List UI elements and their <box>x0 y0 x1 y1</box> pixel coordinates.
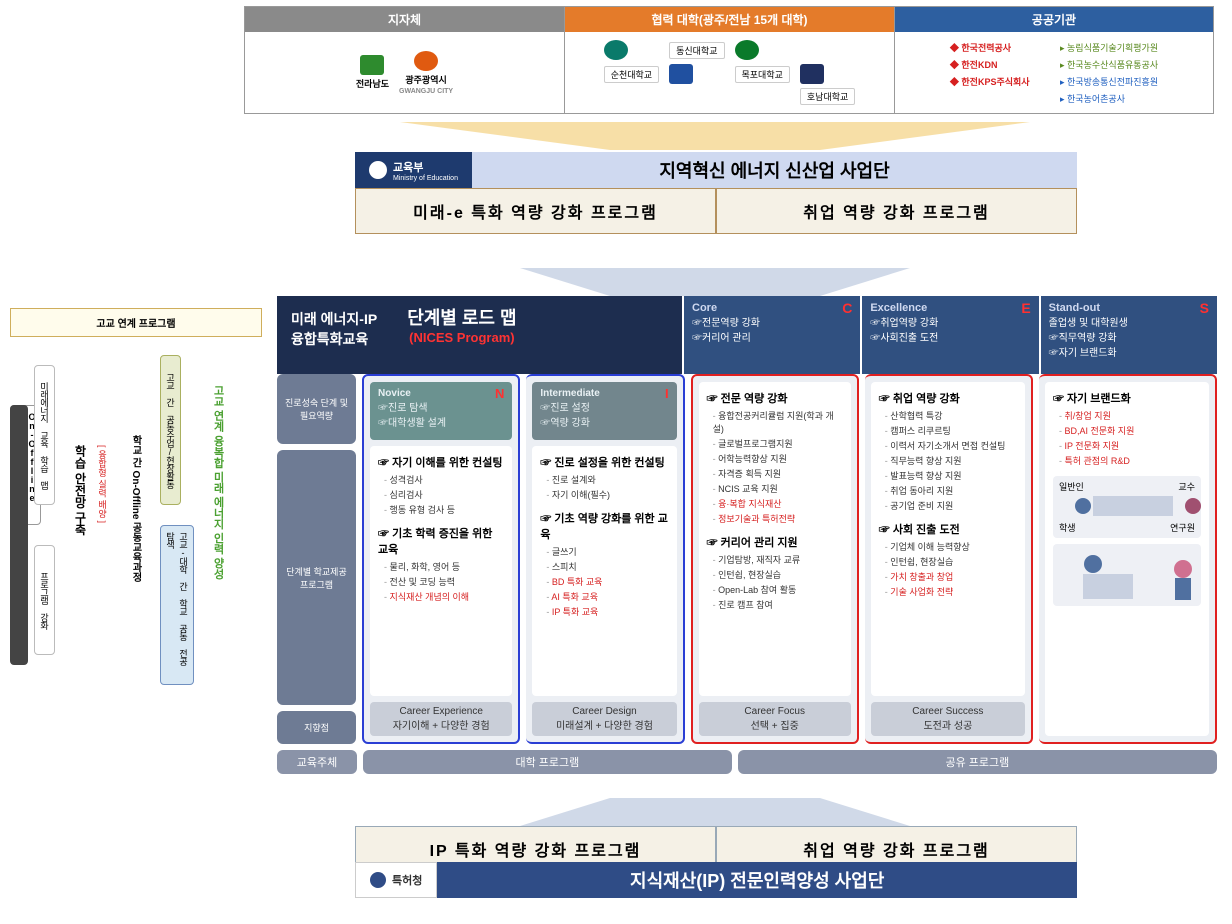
ministry-top-bar: 교육부Ministry of Education 지역혁신 에너지 신산업 사업… <box>355 152 1077 188</box>
prog-top-2: 취업 역량 강화 프로그램 <box>716 188 1077 234</box>
partner-hdr-public: 공공기관 <box>895 7 1213 32</box>
ces-excellence: EExcellence☞취업역량 강화☞사회진출 도전 <box>860 296 1038 374</box>
pub-grid: ◆ 한국전력공사 ▸ 농림식품기술기획평가원 ◆ 한전KDN ▸ 한국농수산식품… <box>950 41 1158 105</box>
ministry-bot-title: 지식재산(IP) 전문인력양성 사업단 <box>437 862 1077 898</box>
partner-hdr-local: 지자체 <box>245 7 564 32</box>
left-highschool-block: 고교 연계 프로그램 On-Offline 학습 플랫폼 제공 미래에너지 교육… <box>10 308 262 725</box>
left-g1: 고교 간 공동수업/현장활동 <box>160 355 181 505</box>
roadmap-header-dark: 미래 에너지-IP 융합특화교육 단계별 로드 맵 (NICES Program… <box>277 296 682 374</box>
stage-intermediate: IIntermediate☞진로 설정☞역량 강화 ☞ 진로 설정을 위한 컨설… <box>526 374 684 744</box>
roadmap: 미래 에너지-IP 융합특화교육 단계별 로드 맵 (NICES Program… <box>277 296 1217 796</box>
left-header: 고교 연계 프로그램 <box>10 308 262 337</box>
stage-standout: ☞ 자기 브랜드화 취/창업 지원BD,AI 전문화 지원IP 전문화 지원특허… <box>1039 374 1217 744</box>
chip-3: 지향점 <box>277 711 356 744</box>
two-prog-top: 미래-e 특화 역량 강화 프로그램 취업 역량 강화 프로그램 <box>355 188 1077 234</box>
funnel-up-icon <box>400 798 1030 826</box>
logo-jeonnam: 전라남도 <box>356 55 389 90</box>
ces-core: CCore☞전문역량 강화☞커리어 관리 <box>682 296 860 374</box>
roadmap-bottom-row: 교육주체 대학 프로그램 공유 프로그램 <box>277 750 1217 774</box>
left-grayband <box>10 405 28 665</box>
partners-row: 지자체 전라남도 광주광역시GWANGJU CITY 협력 대학(광주/전남 1… <box>244 6 1214 114</box>
left-center-title: 학습 안전망 구축 <box>72 445 89 536</box>
logo-gwangju: 광주광역시GWANGJU CITY <box>399 51 453 95</box>
ces-standout: SStand-out졸업생 및 대학원생☞직무역량 강화☞자기 브랜드화 <box>1039 296 1217 374</box>
left-band1: 학교 간 On-Offline 공동교육과정 <box>128 435 143 582</box>
moe-tag: 교육부Ministry of Education <box>355 152 472 188</box>
left-v3: 프로그램 강화 <box>34 545 55 655</box>
funnel-down-icon <box>400 268 1030 296</box>
stage-core: ☞ 전문 역량 강화 융합전공커리큘럼 지원(학과 개설)글로벌프로그램지원어학… <box>691 374 859 744</box>
stage-excellence: ☞ 취업 역량 강화 산학협력 특강캠퍼스 리쿠르팅이력서 자기소개서 면접 컨… <box>865 374 1033 744</box>
left-green-vertical: 고교 연계 융복합 미래 에너지 인력 양성 <box>210 385 226 685</box>
uni-grid: 동신대학교 순천대학교 목포대학교 호남대학교 <box>604 40 856 105</box>
illustration-1: 일반인 교수 학생 연구원 <box>1053 476 1201 538</box>
kipo-tag: 특허청 <box>355 862 437 898</box>
stage-novice: NNovice☞진로 탐색☞대학생활 설계 ☞ 자기 이해를 위한 컨설팅 성격… <box>362 374 520 744</box>
left-g2: 고교-대학 간 학교 공동 전공 탐색 <box>160 525 194 685</box>
left-center-sub: [ 융합형 실력 배양 ] <box>96 445 109 523</box>
roadmap-left-chips: 진로성숙 단계 및 필요역량 단계별 학교제공 프로그램 지향점 <box>277 374 356 744</box>
chip-1: 진로성숙 단계 및 필요역량 <box>277 374 356 444</box>
ministry-bot-bar: 특허청 지식재산(IP) 전문인력양성 사업단 <box>355 862 1077 898</box>
ces-row: CCore☞전문역량 강화☞커리어 관리 EExcellence☞취업역량 강화… <box>682 296 1217 374</box>
bot-label: 교육주체 <box>277 750 357 774</box>
bot-seg2: 공유 프로그램 <box>738 750 1217 774</box>
chip-2: 단계별 학교제공 프로그램 <box>277 450 356 705</box>
bot-seg1: 대학 프로그램 <box>363 750 732 774</box>
partner-hdr-univ: 협력 대학(광주/전남 15개 대학) <box>565 7 894 32</box>
ministry-top-title: 지역혁신 에너지 신산업 사업단 <box>472 152 1077 188</box>
illustration-2 <box>1053 544 1201 606</box>
funnel-down-icon <box>400 122 1030 150</box>
left-v2: 미래에너지 교육 학습 맵 <box>34 365 55 505</box>
prog-top-1: 미래-e 특화 역량 강화 프로그램 <box>355 188 716 234</box>
